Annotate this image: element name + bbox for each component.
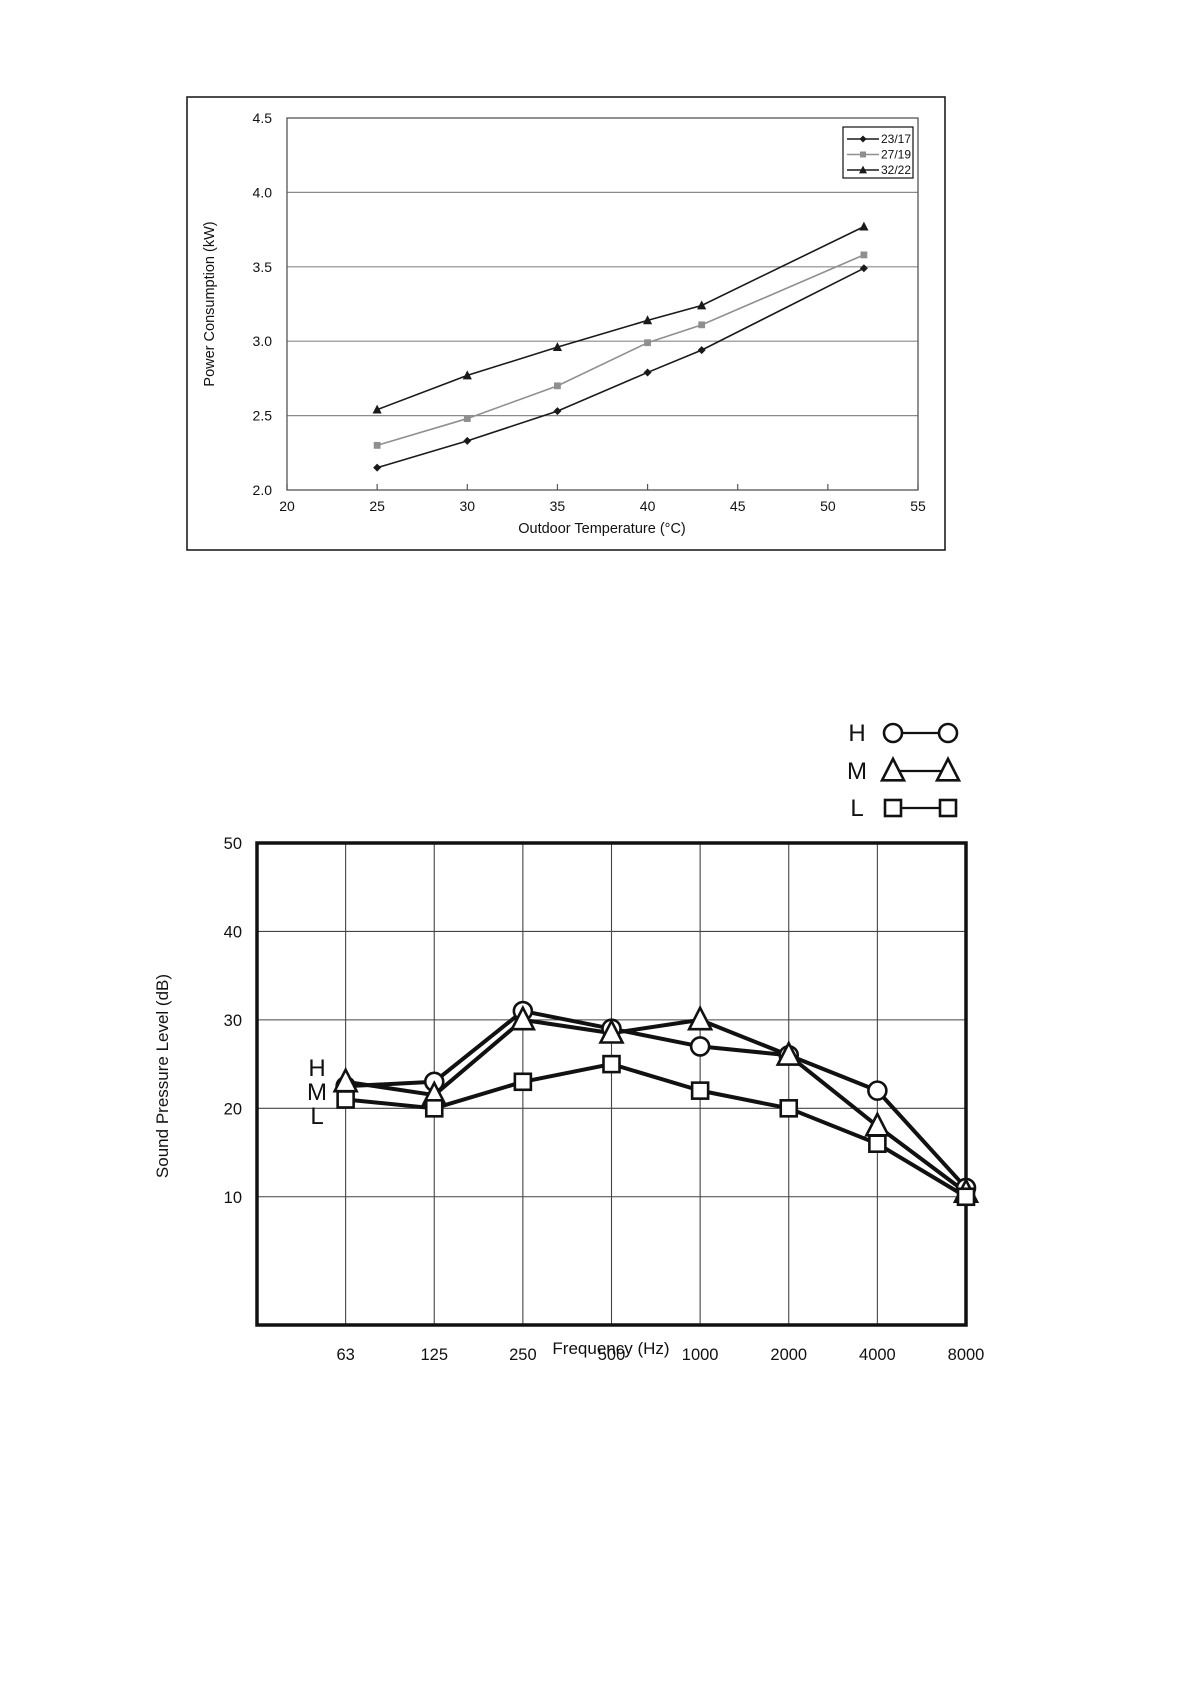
power-x-tick-label: 25 [369,498,385,514]
triangle-marker [697,300,707,310]
triangle-marker [509,1004,537,1031]
sound-y-tick-label: 10 [224,1189,242,1207]
triangle-marker [552,342,563,352]
triangle-marker [462,370,472,380]
triangle-marker [879,756,907,782]
square-marker [860,251,868,259]
sound-x-tick-label: 250 [509,1346,537,1364]
power-x-tick-label: 35 [550,498,566,514]
square-marker [860,151,866,158]
sound-x-tick-label: 4000 [859,1346,896,1364]
power-x-tick-label: 20 [279,498,295,514]
square-marker [602,1054,621,1074]
square-marker [938,798,958,818]
inline-series-label: M [307,1079,327,1106]
inline-series-label: H [308,1055,325,1082]
legend-label: 32/22 [881,163,911,177]
legend-label: M [847,758,867,785]
series-line-32/22 [376,225,865,411]
square-marker [463,415,471,422]
sound-plot-border [255,841,968,1327]
square-marker [779,1099,799,1118]
circle-marker [882,722,904,744]
power-consumption-chart: 2.02.53.03.54.04.520 25 30 35 40 45 50 5523/172… [186,96,946,551]
diamond-marker [859,135,867,143]
power-chart-y-axis-title: Power Consumption (kW) [202,221,218,387]
power-y-tick-label: 4.5 [253,110,273,126]
diamond-marker [697,346,706,355]
legend-label: H [848,720,865,747]
series-line-23/17 [376,267,865,469]
power-y-tick-label: 3.0 [253,333,273,349]
triangle-marker [686,1004,714,1031]
square-marker [698,321,706,329]
power-y-tick-label: 2.0 [253,482,273,498]
power-x-tick-label: 45 [730,498,746,514]
series-line-M [345,1017,968,1194]
triangle-marker [864,1111,891,1137]
sound-chart-legend: HML [847,720,962,822]
diamond-marker [553,407,562,416]
square-marker [554,382,561,390]
triangle-marker [859,221,869,231]
circle-marker [867,1080,888,1101]
square-marker [424,1099,444,1118]
power-chart-x-axis-title: Outdoor Temperature (°C) [518,521,686,537]
power-y-tick-label: 2.5 [253,408,273,424]
triangle-marker [598,1018,625,1044]
sound-x-tick-label: 8000 [948,1346,985,1364]
series-line-L [345,1062,968,1199]
square-marker [513,1072,533,1092]
diamond-marker [463,436,472,445]
sound-chart-x-axis-title: Frequency (Hz) [552,1339,670,1358]
series-line-H [345,1009,968,1190]
sound-x-tick-label: 1000 [682,1346,719,1364]
sound-y-tick-label: 30 [224,1012,242,1030]
sound-chart-y-axis-title: Sound Pressure Level (dB) [153,973,172,1179]
sound-y-tick-label: 20 [224,1100,242,1118]
triangle-marker [775,1040,802,1066]
square-marker [644,339,651,347]
diamond-marker [373,463,382,472]
sound-x-tick-label: 63 [336,1346,354,1364]
square-marker [883,798,903,818]
square-marker [373,441,381,449]
inline-series-label: L [310,1103,323,1130]
square-marker [956,1187,976,1207]
power-x-tick-label: 40 [640,498,656,514]
legend-label: 27/19 [881,148,911,162]
triangle-marker [372,404,382,414]
power-y-tick-label: 4.0 [253,184,273,200]
sound-x-tick-label: 125 [420,1346,448,1364]
power-x-tick-label: 30 [459,498,475,514]
sound-y-tick-label: 40 [224,923,242,941]
power-chart-frame [186,96,946,551]
triangle-marker [642,315,653,325]
triangle-marker [859,165,867,174]
legend-label: L [850,795,863,822]
power-y-tick-label: 3.5 [253,259,273,275]
diamond-marker [859,264,868,273]
power-plot-border [286,117,919,491]
power-x-tick-label: 50 [820,498,836,514]
legend-label: 23/17 [881,132,911,146]
circle-marker [689,1036,711,1057]
square-marker [868,1134,887,1153]
power-x-tick-label: 55 [910,498,926,514]
sound-x-tick-label: 500 [598,1346,626,1364]
triangle-marker [934,756,962,782]
sound-x-tick-label: 2000 [770,1346,807,1364]
diamond-marker [643,368,652,377]
series-line-27/19 [376,254,865,447]
square-marker [690,1081,710,1100]
square-marker [336,1090,355,1109]
circle-marker [937,722,959,744]
sound-y-tick-label: 50 [224,835,242,853]
